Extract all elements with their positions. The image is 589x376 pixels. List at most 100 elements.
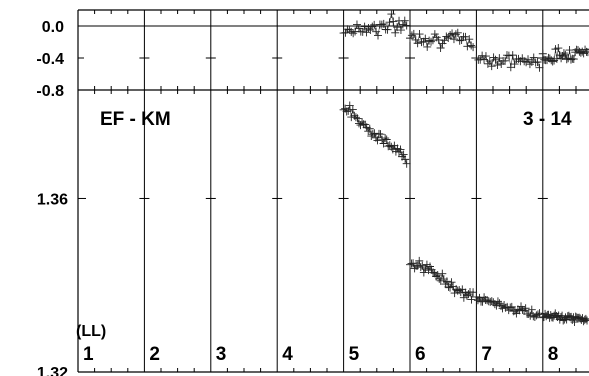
main-point — [426, 262, 435, 271]
residual-point — [451, 30, 460, 39]
chart-labels: 0.0 -0.4 -0.8 1.36 1.32 EF - KM 3 - 14 (LL) 1 2 3 4… — [36, 19, 572, 376]
title-left: EF - KM — [100, 109, 171, 130]
residual-point — [491, 55, 500, 64]
main-point — [429, 268, 438, 277]
main-point — [438, 269, 447, 278]
residual-point — [427, 37, 436, 46]
residual-point — [442, 32, 451, 41]
main-point — [583, 316, 589, 325]
main-point — [399, 150, 408, 159]
residual-point — [531, 58, 540, 67]
residual-point — [379, 19, 388, 28]
residual-point — [383, 25, 392, 34]
residual-point — [548, 57, 557, 66]
residual-point — [554, 44, 563, 53]
main-points — [339, 101, 589, 327]
residual-point — [438, 39, 447, 48]
residual-point — [583, 48, 589, 57]
residual-point — [446, 31, 455, 40]
main-point — [365, 124, 374, 133]
residual-point — [506, 63, 515, 72]
residual-point — [533, 58, 542, 67]
residual-point — [569, 55, 578, 64]
residual-point — [372, 27, 381, 36]
main-point — [376, 130, 385, 139]
main-point — [533, 310, 542, 319]
main-point — [517, 302, 526, 311]
y-tick-label: 1.36 — [37, 191, 68, 208]
main-point — [442, 277, 451, 286]
main-point — [493, 297, 502, 306]
residual-point — [501, 56, 510, 65]
segment-label-8: 8 — [548, 344, 559, 365]
residual-point — [463, 42, 472, 51]
residual-point — [481, 52, 490, 61]
main-point — [464, 290, 473, 299]
residual-point — [385, 18, 394, 27]
main-point — [382, 135, 391, 144]
y-tick-label: 0.0 — [42, 19, 64, 36]
residual-point — [396, 26, 405, 35]
title-right: 3 - 14 — [523, 109, 572, 130]
chart-frame — [77, 9, 589, 373]
residual-point — [480, 55, 489, 64]
residual-point — [487, 62, 496, 71]
residual-point — [448, 29, 457, 38]
residual-point — [538, 49, 547, 58]
main-point — [419, 268, 428, 277]
segment-label-7: 7 — [481, 344, 492, 365]
segment-label-2: 2 — [149, 344, 160, 365]
residual-point — [368, 22, 377, 31]
segment-label-3: 3 — [216, 344, 227, 365]
residual-point — [467, 41, 476, 50]
residual-point — [366, 26, 375, 35]
main-point — [535, 309, 544, 318]
main-point — [401, 155, 410, 164]
residual-point — [415, 30, 424, 39]
residual-point — [411, 35, 420, 44]
residual-point — [354, 24, 363, 33]
residual-point — [565, 46, 574, 55]
residual-point — [391, 28, 400, 37]
main-point — [344, 106, 353, 115]
main-point — [575, 313, 584, 322]
main-point — [351, 113, 360, 122]
corner-label: (LL) — [76, 323, 106, 340]
main-point — [415, 256, 424, 265]
residual-point — [465, 35, 474, 44]
residual-point — [364, 24, 373, 33]
main-point — [524, 309, 533, 318]
segment-label-1: 1 — [83, 344, 94, 365]
main-point — [521, 304, 530, 313]
residual-point — [457, 36, 466, 45]
residual-point — [374, 31, 383, 40]
main-point — [444, 282, 453, 291]
y-tick-label: -0.8 — [36, 83, 64, 100]
residual-point — [436, 44, 445, 53]
residual-point — [345, 25, 354, 34]
residual-point — [469, 43, 478, 52]
residual-point — [377, 20, 386, 29]
main-point — [447, 278, 456, 287]
residual-point — [389, 17, 398, 26]
main-point — [342, 107, 351, 116]
main-point — [373, 136, 382, 145]
segment-label-4: 4 — [282, 344, 293, 365]
main-point — [467, 295, 476, 304]
main-point — [353, 114, 362, 123]
residual-point — [352, 20, 361, 29]
residual-point — [449, 35, 458, 44]
main-point — [507, 302, 516, 311]
residual-point — [504, 51, 513, 60]
residual-point — [358, 27, 367, 36]
main-point — [469, 288, 478, 297]
segment-label-5: 5 — [349, 344, 360, 365]
residual-point — [421, 34, 430, 43]
main-point — [416, 263, 425, 272]
main-point — [527, 305, 536, 314]
residual-point — [423, 42, 432, 51]
residual-point — [455, 36, 464, 45]
residual-point — [493, 61, 502, 70]
residual-point — [559, 49, 568, 58]
